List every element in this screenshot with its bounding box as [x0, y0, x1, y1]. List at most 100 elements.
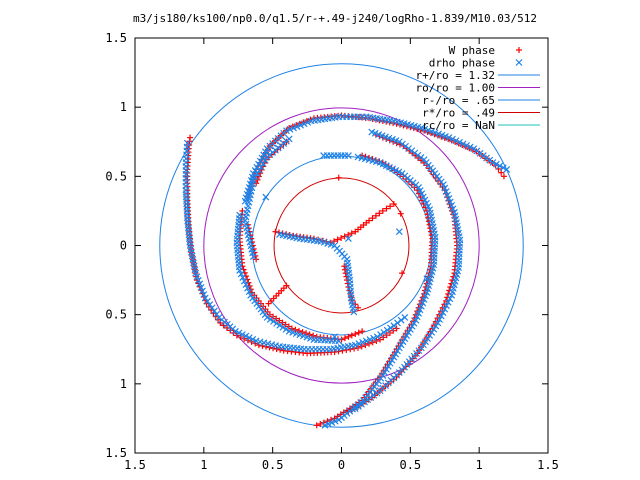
point-drho-phase [201, 294, 209, 302]
x-b [185, 228, 193, 236]
x-b [395, 138, 403, 146]
point-drho-phase [414, 151, 422, 159]
point-drho-phase [266, 315, 274, 323]
x-b [479, 152, 487, 160]
x-b [368, 128, 376, 136]
x-b [296, 331, 304, 339]
x-b [424, 335, 431, 342]
point-drho-phase [401, 314, 409, 321]
x-b [345, 269, 353, 277]
x-b [355, 340, 363, 348]
x-b [321, 421, 329, 429]
point-drho-phase [261, 156, 269, 164]
point-drho-phase [366, 336, 374, 343]
x-b [249, 249, 256, 257]
x-b [384, 362, 392, 370]
x-b [424, 202, 432, 210]
x-b [242, 281, 250, 289]
point-drho-phase [331, 333, 339, 341]
point-drho-phase [473, 147, 481, 155]
point-W-phase [227, 327, 234, 334]
x-b [402, 142, 409, 150]
x-b [183, 214, 191, 222]
x-b [390, 322, 398, 330]
point-drho-phase [428, 328, 436, 336]
point-W-phase [341, 335, 348, 342]
x-tick-label: 1.5 [124, 458, 146, 472]
x-b [442, 132, 449, 140]
x-b [366, 336, 374, 343]
x-b [266, 315, 274, 323]
x-b [444, 298, 452, 306]
x-b [240, 277, 248, 285]
point-drho-phase [436, 316, 444, 323]
x-b [303, 333, 311, 341]
x-b [350, 308, 358, 316]
x-b [448, 135, 456, 143]
x-b [496, 162, 504, 170]
point-drho-phase [387, 324, 394, 332]
point-W-phase [335, 174, 342, 181]
point-drho-phase [373, 333, 381, 341]
x-b [430, 226, 438, 234]
legend-label: r*/ro = .49 [422, 107, 495, 120]
x-b [489, 159, 497, 166]
x-b [358, 154, 366, 162]
x-b [397, 316, 405, 324]
x-b [290, 124, 297, 132]
point-W-phase [342, 270, 349, 277]
point-drho-phase [426, 331, 434, 339]
point-drho-phase [470, 145, 478, 153]
x-b [237, 270, 245, 278]
point-drho-phase [441, 305, 449, 313]
x-b [233, 239, 241, 247]
point-drho-phase [344, 152, 352, 160]
x-b [286, 233, 294, 240]
x-b [185, 231, 193, 239]
y-tick-label: 1.5 [105, 31, 127, 45]
x-b [426, 206, 434, 213]
x-b [428, 328, 436, 336]
circle-rro [159, 63, 524, 428]
x-b [419, 193, 427, 201]
x-b [455, 229, 462, 237]
x-b [299, 332, 307, 340]
point-drho-phase [196, 280, 204, 288]
point-drho-phase [394, 319, 401, 327]
point-drho-phase [263, 314, 271, 321]
x-b [244, 284, 251, 292]
point-drho-phase [423, 275, 431, 283]
x-b [304, 118, 312, 126]
x-b [431, 230, 438, 238]
point-drho-phase [446, 295, 454, 303]
point-drho-phase [194, 276, 202, 284]
x-b [423, 199, 430, 207]
point-drho-phase [270, 317, 277, 325]
x-b [188, 248, 195, 256]
point-drho-phase [321, 421, 329, 429]
x-b [382, 133, 389, 141]
x-b [279, 343, 287, 351]
x-b [194, 276, 202, 284]
point-drho-phase [390, 322, 398, 330]
point-drho-phase [390, 353, 398, 361]
circle-roro [203, 107, 480, 384]
point-drho-phase [344, 235, 352, 243]
point-drho-phase [383, 365, 390, 373]
x-b [443, 302, 450, 310]
x-b [499, 164, 507, 172]
legend-label: W phase [449, 44, 495, 57]
x-b [263, 153, 271, 161]
x-b [354, 153, 362, 161]
x-b [446, 198, 454, 206]
x-b [434, 319, 442, 327]
point-drho-phase [235, 329, 243, 337]
point-drho-phase [492, 160, 500, 168]
x-b [234, 249, 242, 257]
x-b [386, 163, 393, 171]
point-drho-phase [443, 302, 450, 310]
point-drho-phase [279, 323, 287, 331]
x-b [453, 219, 460, 227]
point-W-phase [331, 238, 338, 245]
